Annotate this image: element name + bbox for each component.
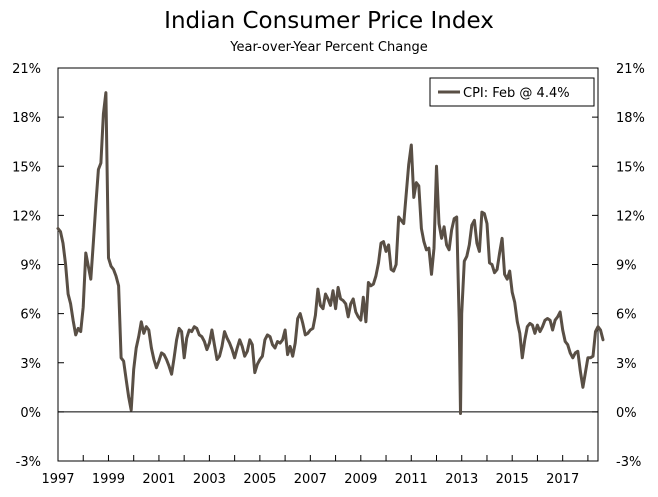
y-tick-label-left: 18%	[12, 111, 41, 126]
x-tick-label: 2013	[445, 472, 478, 487]
x-tick-label: 2007	[294, 472, 327, 487]
y-tick-label-left: 9%	[20, 259, 41, 274]
x-tick-label: 2009	[344, 472, 377, 487]
cpi-series-line	[56, 91, 605, 415]
y-tick-label-right: 0%	[616, 406, 637, 421]
x-tick-label: 2015	[496, 472, 529, 487]
y-tick-label-right: 3%	[616, 357, 637, 372]
y-tick-label-right: 21%	[616, 62, 645, 77]
y-tick-label-left: 15%	[12, 160, 41, 175]
y-tick-label-left: 21%	[12, 62, 41, 77]
legend-label: CPI: Feb @ 4.4%	[463, 86, 570, 101]
y-tick-label-right: 6%	[616, 308, 637, 323]
x-tick-label: 2003	[193, 472, 226, 487]
plot-frame	[57, 67, 599, 462]
y-tick-label-right: 15%	[616, 160, 645, 175]
y-tick-label-right: 12%	[616, 209, 645, 224]
y-tick-label-left: 3%	[20, 357, 41, 372]
y-tick-label-right: 18%	[616, 111, 645, 126]
y-tick-label-left: 6%	[20, 308, 41, 323]
y-tick-label-right: 9%	[616, 259, 637, 274]
y-tick-label-left: 0%	[20, 406, 41, 421]
x-tick-label: 1999	[92, 472, 125, 487]
y-tick-label-left: -3%	[16, 455, 41, 470]
y-tick-label-right: -3%	[616, 455, 641, 470]
x-tick-label: 2011	[395, 472, 428, 487]
y-tick-label-left: 12%	[12, 209, 41, 224]
legend: CPI: Feb @ 4.4%	[429, 77, 595, 107]
chart-title: Indian Consumer Price Index	[164, 8, 494, 34]
x-tick-label: 2005	[243, 472, 276, 487]
x-tick-label: 2017	[546, 472, 579, 487]
x-tick-label: 1997	[41, 472, 74, 487]
x-tick-label: 2001	[142, 472, 175, 487]
chart-subtitle: Year-over-Year Percent Change	[230, 40, 428, 55]
